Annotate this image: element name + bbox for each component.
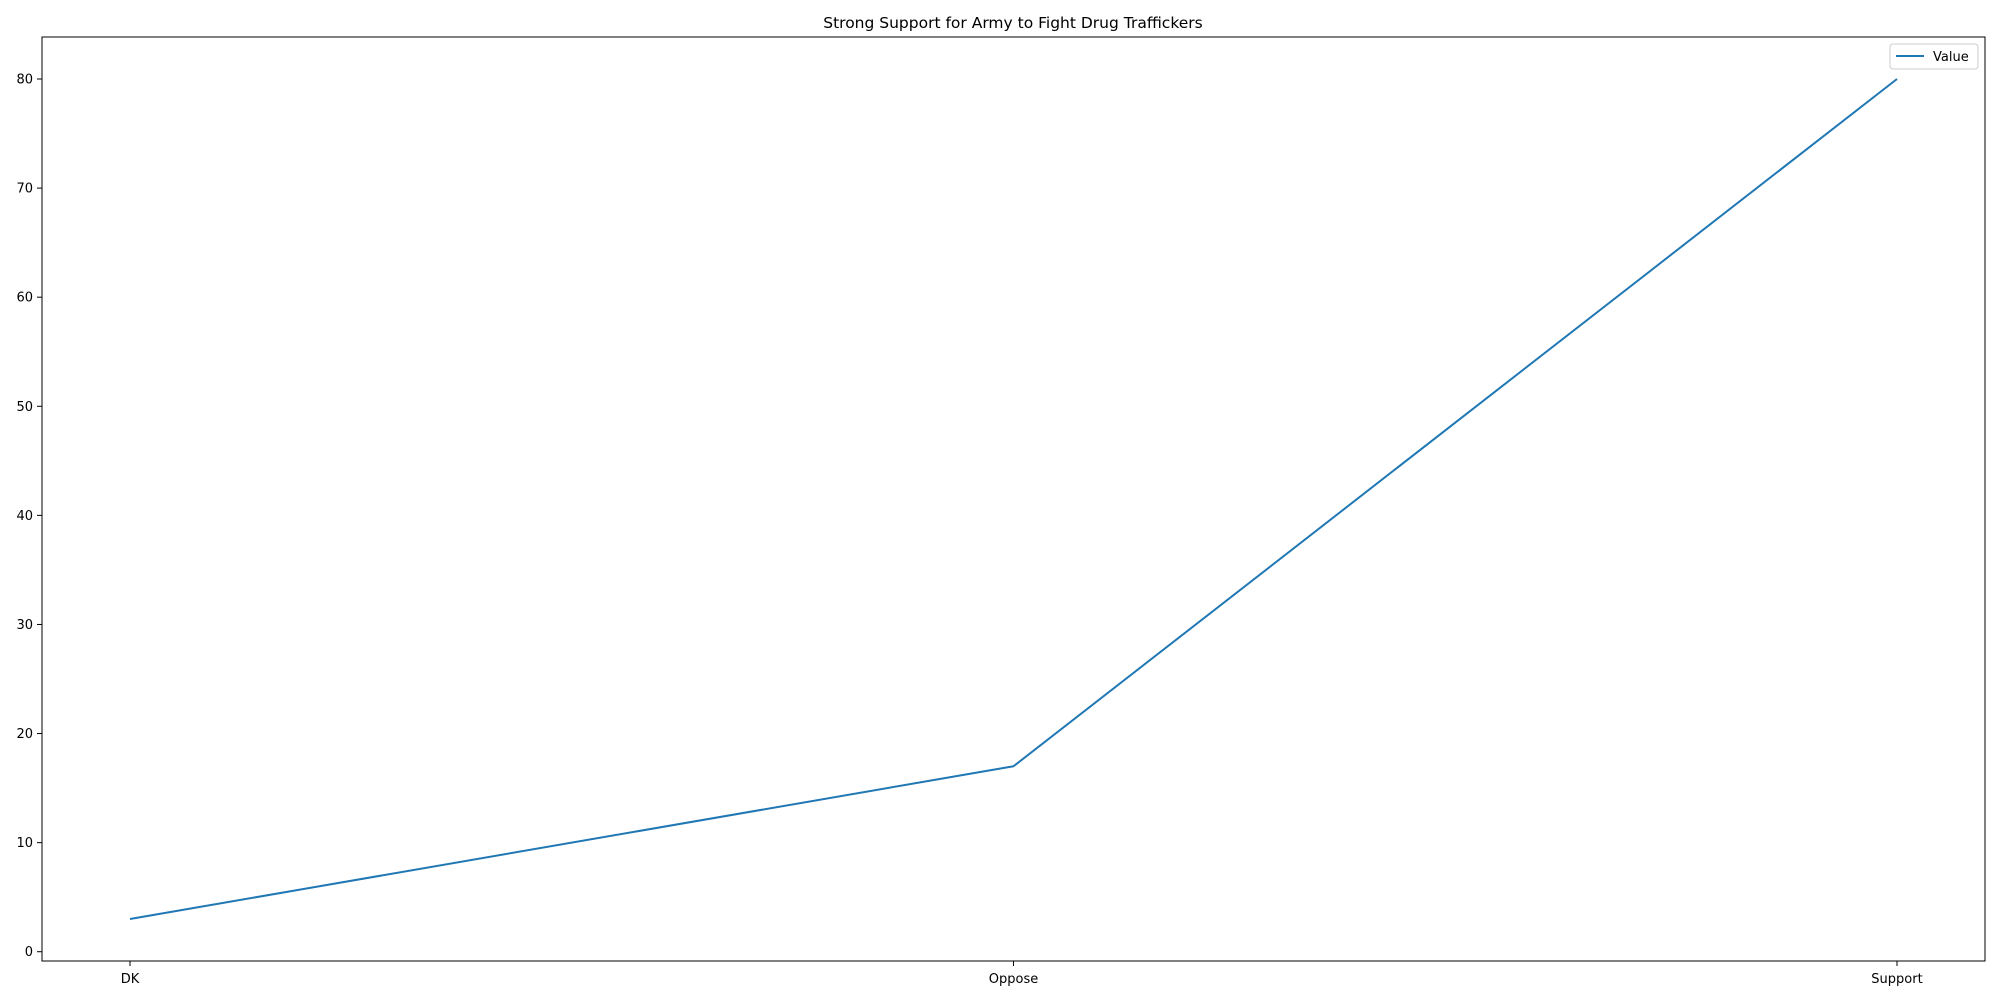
x-tick-label-oppose: Oppose xyxy=(989,972,1038,987)
legend: Value xyxy=(1889,43,1979,70)
y-tick-label-50: 50 xyxy=(16,400,33,415)
plot-area: 0 10 20 30 40 50 60 70 80 DK Oppose Support xyxy=(16,73,1922,988)
x-tick-label-support: Support xyxy=(1871,972,1922,987)
y-tick-label-10: 10 xyxy=(16,836,33,851)
legend-label-value: Value xyxy=(1933,50,1969,65)
y-tick-label-60: 60 xyxy=(16,291,33,306)
y-tick-label-40: 40 xyxy=(16,509,33,524)
y-tick-label-80: 80 xyxy=(16,73,33,88)
chart-title: Strong Support for Army to Fight Drug Tr… xyxy=(823,14,1203,32)
legend-box xyxy=(1889,43,1979,70)
y-tick-label-0: 0 xyxy=(25,945,33,960)
plot-frame xyxy=(41,36,1986,962)
x-tick-label-dk: DK xyxy=(121,972,140,987)
y-tick-label-20: 20 xyxy=(16,727,33,742)
y-tick-label-30: 30 xyxy=(16,618,33,633)
y-tick-label-70: 70 xyxy=(16,182,33,197)
